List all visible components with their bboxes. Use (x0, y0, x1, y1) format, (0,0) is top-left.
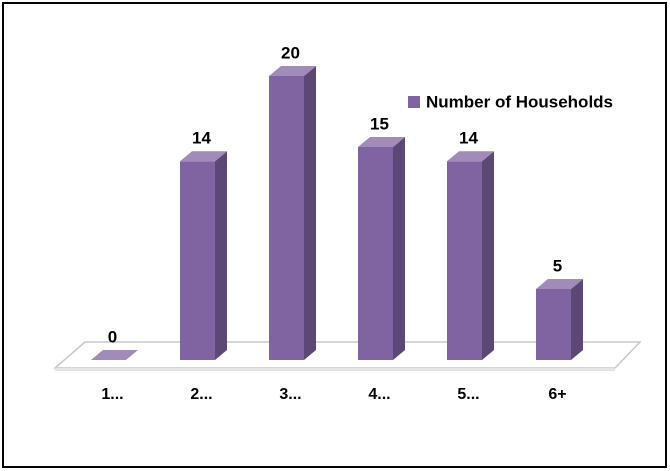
bar (269, 66, 316, 360)
bar-top (536, 279, 583, 289)
floor-edge (55, 368, 615, 371)
bar-top (180, 151, 227, 162)
bar (447, 151, 494, 360)
bar (180, 151, 227, 360)
bar-top (91, 350, 138, 360)
bar-side (215, 151, 227, 360)
legend-swatch (408, 96, 420, 108)
bar (536, 279, 583, 360)
x-tick-label: 2... (190, 386, 212, 403)
bar-front (447, 161, 482, 360)
bar-front (536, 289, 571, 360)
bar-front (269, 76, 304, 360)
data-label: 5 (553, 256, 562, 275)
data-label: 15 (370, 114, 389, 133)
x-tick-label: 1... (101, 386, 123, 403)
bar-front (180, 161, 215, 360)
data-label: 14 (192, 129, 211, 148)
bar-side (304, 66, 316, 360)
x-tick-label: 6+ (548, 386, 566, 403)
data-label: 20 (281, 43, 300, 62)
bar-top (269, 66, 316, 76)
bar-top (358, 137, 405, 147)
bar (91, 350, 138, 360)
x-tick-label: 5... (457, 386, 479, 403)
data-label: 0 (108, 327, 117, 346)
bar-top (447, 151, 494, 162)
bar (358, 137, 405, 360)
bar-front (358, 147, 393, 360)
data-label: 14 (459, 129, 478, 148)
x-tick-label: 3... (279, 386, 301, 403)
bar-side (393, 137, 405, 360)
x-tick-label: 4... (368, 386, 390, 403)
legend-label: Number of Households (426, 92, 613, 111)
bar-side (571, 279, 583, 360)
bar-side (482, 151, 494, 360)
